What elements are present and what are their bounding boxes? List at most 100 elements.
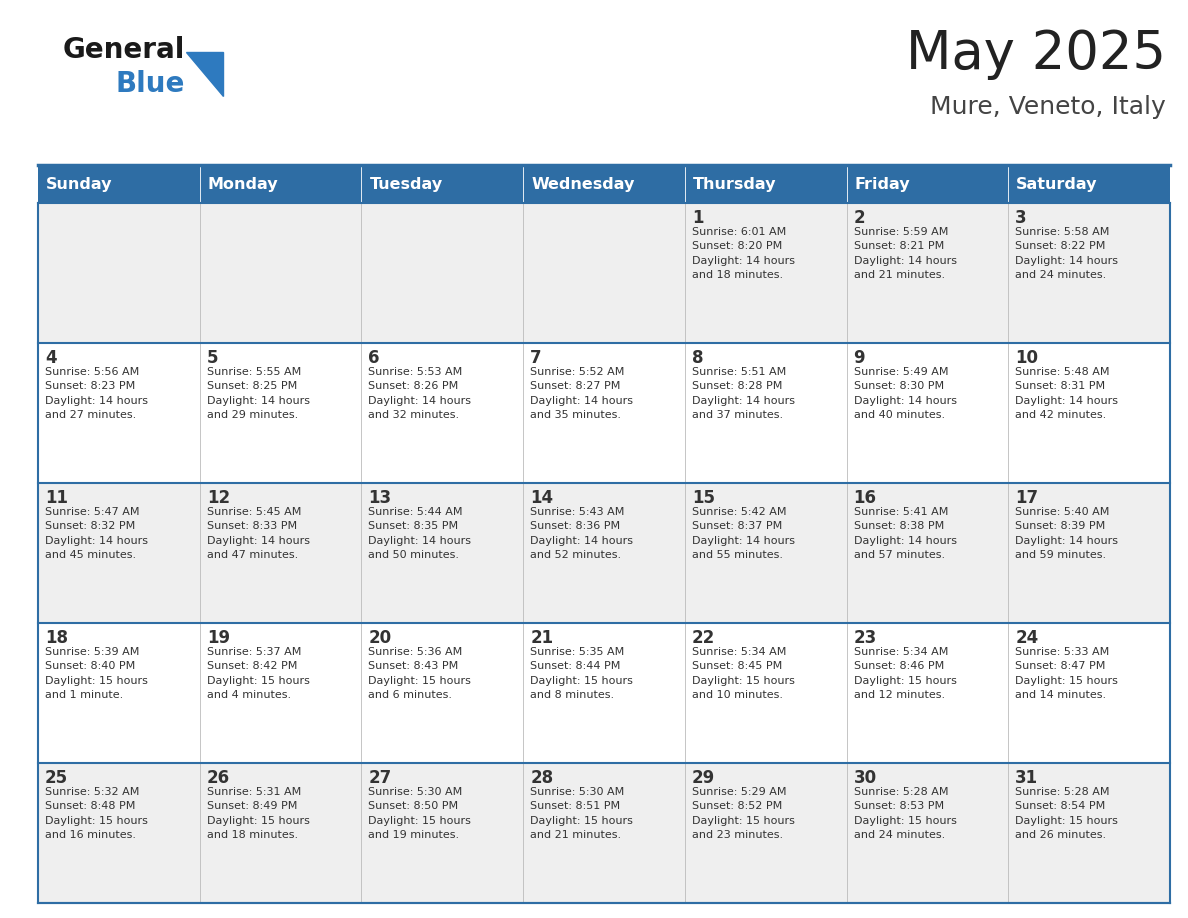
Bar xyxy=(1009,483,1170,623)
Text: Sunrise: 5:55 AM
Sunset: 8:25 PM
Daylight: 14 hours
and 29 minutes.: Sunrise: 5:55 AM Sunset: 8:25 PM Dayligh… xyxy=(207,367,310,420)
Text: 18: 18 xyxy=(45,629,68,647)
Text: 23: 23 xyxy=(853,629,877,647)
Text: 25: 25 xyxy=(45,769,68,787)
Text: Wednesday: Wednesday xyxy=(531,176,634,192)
Bar xyxy=(847,343,1009,483)
Text: May 2025: May 2025 xyxy=(906,28,1165,80)
Text: Sunrise: 5:52 AM
Sunset: 8:27 PM
Daylight: 14 hours
and 35 minutes.: Sunrise: 5:52 AM Sunset: 8:27 PM Dayligh… xyxy=(530,367,633,420)
Bar xyxy=(1009,165,1170,203)
Text: Sunrise: 5:31 AM
Sunset: 8:49 PM
Daylight: 15 hours
and 18 minutes.: Sunrise: 5:31 AM Sunset: 8:49 PM Dayligh… xyxy=(207,787,310,840)
Text: 20: 20 xyxy=(368,629,392,647)
Text: Sunrise: 5:34 AM
Sunset: 8:45 PM
Daylight: 15 hours
and 10 minutes.: Sunrise: 5:34 AM Sunset: 8:45 PM Dayligh… xyxy=(691,647,795,700)
Text: 7: 7 xyxy=(530,349,542,367)
Text: Sunrise: 5:39 AM
Sunset: 8:40 PM
Daylight: 15 hours
and 1 minute.: Sunrise: 5:39 AM Sunset: 8:40 PM Dayligh… xyxy=(45,647,147,700)
Polygon shape xyxy=(187,52,223,96)
Text: 6: 6 xyxy=(368,349,380,367)
Bar xyxy=(523,623,684,763)
Bar xyxy=(1009,623,1170,763)
Bar xyxy=(200,203,361,343)
Text: Sunday: Sunday xyxy=(46,176,113,192)
Text: 3: 3 xyxy=(1016,209,1026,227)
Text: 15: 15 xyxy=(691,489,715,507)
Bar xyxy=(523,165,684,203)
Text: Sunrise: 5:32 AM
Sunset: 8:48 PM
Daylight: 15 hours
and 16 minutes.: Sunrise: 5:32 AM Sunset: 8:48 PM Dayligh… xyxy=(45,787,147,840)
Text: Friday: Friday xyxy=(854,176,910,192)
Text: Monday: Monday xyxy=(208,176,278,192)
Text: Sunrise: 5:51 AM
Sunset: 8:28 PM
Daylight: 14 hours
and 37 minutes.: Sunrise: 5:51 AM Sunset: 8:28 PM Dayligh… xyxy=(691,367,795,420)
Bar xyxy=(1009,343,1170,483)
Text: 14: 14 xyxy=(530,489,554,507)
Text: 19: 19 xyxy=(207,629,229,647)
Text: Sunrise: 5:44 AM
Sunset: 8:35 PM
Daylight: 14 hours
and 50 minutes.: Sunrise: 5:44 AM Sunset: 8:35 PM Dayligh… xyxy=(368,507,472,560)
Text: General: General xyxy=(63,36,185,64)
Bar xyxy=(523,203,684,343)
Text: 13: 13 xyxy=(368,489,392,507)
Text: 21: 21 xyxy=(530,629,554,647)
Text: Sunrise: 5:40 AM
Sunset: 8:39 PM
Daylight: 14 hours
and 59 minutes.: Sunrise: 5:40 AM Sunset: 8:39 PM Dayligh… xyxy=(1016,507,1118,560)
Bar xyxy=(38,203,200,343)
Bar xyxy=(361,623,523,763)
Bar xyxy=(847,483,1009,623)
Text: 24: 24 xyxy=(1016,629,1038,647)
Bar xyxy=(38,483,200,623)
Text: 5: 5 xyxy=(207,349,219,367)
Bar xyxy=(361,483,523,623)
Bar xyxy=(1009,203,1170,343)
Text: Blue: Blue xyxy=(115,70,184,98)
Text: 16: 16 xyxy=(853,489,877,507)
Bar xyxy=(847,203,1009,343)
Text: 10: 10 xyxy=(1016,349,1038,367)
Text: Saturday: Saturday xyxy=(1016,176,1098,192)
Text: Thursday: Thursday xyxy=(693,176,776,192)
Bar xyxy=(38,343,200,483)
Bar xyxy=(847,165,1009,203)
Text: 27: 27 xyxy=(368,769,392,787)
Bar xyxy=(200,763,361,903)
Bar xyxy=(200,165,361,203)
Text: 4: 4 xyxy=(45,349,57,367)
Bar xyxy=(684,165,847,203)
Text: 1: 1 xyxy=(691,209,703,227)
Text: Sunrise: 6:01 AM
Sunset: 8:20 PM
Daylight: 14 hours
and 18 minutes.: Sunrise: 6:01 AM Sunset: 8:20 PM Dayligh… xyxy=(691,227,795,280)
Text: Sunrise: 5:58 AM
Sunset: 8:22 PM
Daylight: 14 hours
and 24 minutes.: Sunrise: 5:58 AM Sunset: 8:22 PM Dayligh… xyxy=(1016,227,1118,280)
Text: Sunrise: 5:33 AM
Sunset: 8:47 PM
Daylight: 15 hours
and 14 minutes.: Sunrise: 5:33 AM Sunset: 8:47 PM Dayligh… xyxy=(1016,647,1118,700)
Text: 12: 12 xyxy=(207,489,229,507)
Bar xyxy=(684,343,847,483)
Text: Sunrise: 5:56 AM
Sunset: 8:23 PM
Daylight: 14 hours
and 27 minutes.: Sunrise: 5:56 AM Sunset: 8:23 PM Dayligh… xyxy=(45,367,148,420)
Text: Sunrise: 5:37 AM
Sunset: 8:42 PM
Daylight: 15 hours
and 4 minutes.: Sunrise: 5:37 AM Sunset: 8:42 PM Dayligh… xyxy=(207,647,310,700)
Text: Sunrise: 5:45 AM
Sunset: 8:33 PM
Daylight: 14 hours
and 47 minutes.: Sunrise: 5:45 AM Sunset: 8:33 PM Dayligh… xyxy=(207,507,310,560)
Bar xyxy=(847,763,1009,903)
Text: 30: 30 xyxy=(853,769,877,787)
Text: 2: 2 xyxy=(853,209,865,227)
Bar xyxy=(361,165,523,203)
Text: 31: 31 xyxy=(1016,769,1038,787)
Bar xyxy=(200,343,361,483)
Bar xyxy=(684,623,847,763)
Text: 8: 8 xyxy=(691,349,703,367)
Bar xyxy=(684,203,847,343)
Bar xyxy=(1009,763,1170,903)
Text: Sunrise: 5:28 AM
Sunset: 8:53 PM
Daylight: 15 hours
and 24 minutes.: Sunrise: 5:28 AM Sunset: 8:53 PM Dayligh… xyxy=(853,787,956,840)
Text: Mure, Veneto, Italy: Mure, Veneto, Italy xyxy=(930,95,1165,119)
Text: Sunrise: 5:35 AM
Sunset: 8:44 PM
Daylight: 15 hours
and 8 minutes.: Sunrise: 5:35 AM Sunset: 8:44 PM Dayligh… xyxy=(530,647,633,700)
Text: Sunrise: 5:42 AM
Sunset: 8:37 PM
Daylight: 14 hours
and 55 minutes.: Sunrise: 5:42 AM Sunset: 8:37 PM Dayligh… xyxy=(691,507,795,560)
Text: Sunrise: 5:48 AM
Sunset: 8:31 PM
Daylight: 14 hours
and 42 minutes.: Sunrise: 5:48 AM Sunset: 8:31 PM Dayligh… xyxy=(1016,367,1118,420)
Bar xyxy=(200,623,361,763)
Bar xyxy=(684,483,847,623)
Text: 28: 28 xyxy=(530,769,554,787)
Bar xyxy=(523,483,684,623)
Text: Sunrise: 5:59 AM
Sunset: 8:21 PM
Daylight: 14 hours
and 21 minutes.: Sunrise: 5:59 AM Sunset: 8:21 PM Dayligh… xyxy=(853,227,956,280)
Bar xyxy=(38,623,200,763)
Text: Sunrise: 5:36 AM
Sunset: 8:43 PM
Daylight: 15 hours
and 6 minutes.: Sunrise: 5:36 AM Sunset: 8:43 PM Dayligh… xyxy=(368,647,472,700)
Bar xyxy=(361,343,523,483)
Bar xyxy=(200,483,361,623)
Bar xyxy=(361,763,523,903)
Text: 11: 11 xyxy=(45,489,68,507)
Text: Sunrise: 5:41 AM
Sunset: 8:38 PM
Daylight: 14 hours
and 57 minutes.: Sunrise: 5:41 AM Sunset: 8:38 PM Dayligh… xyxy=(853,507,956,560)
Bar xyxy=(38,165,200,203)
Text: Sunrise: 5:30 AM
Sunset: 8:51 PM
Daylight: 15 hours
and 21 minutes.: Sunrise: 5:30 AM Sunset: 8:51 PM Dayligh… xyxy=(530,787,633,840)
Text: Sunrise: 5:47 AM
Sunset: 8:32 PM
Daylight: 14 hours
and 45 minutes.: Sunrise: 5:47 AM Sunset: 8:32 PM Dayligh… xyxy=(45,507,148,560)
Text: Tuesday: Tuesday xyxy=(369,176,443,192)
Text: Sunrise: 5:30 AM
Sunset: 8:50 PM
Daylight: 15 hours
and 19 minutes.: Sunrise: 5:30 AM Sunset: 8:50 PM Dayligh… xyxy=(368,787,472,840)
Text: Sunrise: 5:53 AM
Sunset: 8:26 PM
Daylight: 14 hours
and 32 minutes.: Sunrise: 5:53 AM Sunset: 8:26 PM Dayligh… xyxy=(368,367,472,420)
